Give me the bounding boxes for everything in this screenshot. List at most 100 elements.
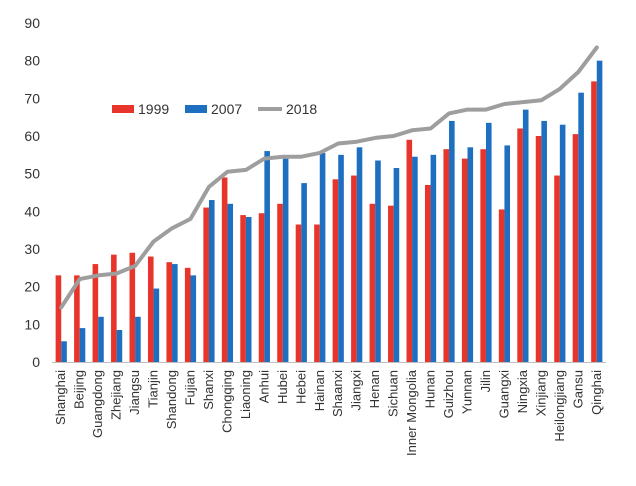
x-tick-label: Shaanxi (330, 370, 345, 417)
x-tick-label: Ningxia (515, 369, 530, 413)
bar-1999 (314, 224, 320, 362)
x-tick-label: Hebei (293, 370, 308, 404)
bar-2007 (356, 147, 363, 362)
x-tick-label: Tianjin (146, 370, 161, 408)
bar-2007 (190, 275, 197, 362)
bar-1999 (147, 256, 154, 362)
x-tick-label: Gansu (570, 370, 585, 408)
x-tick-label: Heilongjiang (552, 370, 567, 442)
y-tick-label: 20 (24, 279, 40, 295)
x-tick-label: Liaoning (238, 370, 253, 419)
bar-2007 (578, 92, 584, 362)
bar-1999 (443, 149, 450, 362)
y-tick-label: 90 (24, 15, 40, 31)
bar-2007 (485, 122, 492, 362)
bar-2007 (596, 60, 603, 363)
bar-2007 (449, 120, 455, 362)
y-tick-label: 10 (24, 316, 40, 332)
bar-1999 (406, 139, 413, 362)
bar-1999 (480, 149, 486, 362)
x-tick-label: Chongqing (219, 370, 234, 433)
bar-1999 (184, 267, 191, 362)
x-tick-label: Qinghai (589, 370, 604, 415)
x-tick-label: Jiangsu (127, 370, 142, 415)
bar-1999 (92, 264, 99, 362)
x-tick-label: Guangxi (496, 370, 511, 419)
bar-1999 (498, 209, 505, 362)
bar-2007 (375, 160, 381, 362)
x-tick-label: Hubei (275, 370, 290, 404)
bar-1999 (258, 213, 265, 362)
bar-1999 (203, 207, 209, 362)
bar-1999 (554, 175, 560, 362)
legend-label-1999: 1999 (138, 101, 169, 117)
bar-2007 (227, 203, 234, 362)
bar-2007 (172, 264, 178, 362)
legend-swatch-1999 (112, 105, 134, 113)
bar-2007 (301, 183, 307, 362)
bar-1999 (55, 275, 62, 362)
bar-2007 (559, 124, 566, 362)
bar-1999 (461, 158, 468, 362)
x-tick-label: Shanghai (53, 370, 68, 425)
x-tick-label: Inner Mongolia (404, 369, 419, 456)
bar-2007 (245, 216, 252, 362)
bar-1999 (351, 175, 357, 362)
x-tick-label: Fujian (183, 370, 198, 405)
x-tick-label: Hainan (312, 370, 327, 411)
x-tick-label: Beijing (72, 370, 87, 409)
x-tick-label: Sichuan (386, 370, 401, 417)
bar-2007 (153, 288, 160, 362)
bar-1999 (591, 81, 597, 362)
bar-2007 (412, 156, 418, 362)
bar-1999 (517, 128, 523, 362)
bar-1999 (240, 215, 246, 362)
bar-2007 (282, 158, 289, 362)
bar-2007 (338, 154, 344, 362)
y-axis: 0 10 20 30 40 50 60 70 80 90 (24, 15, 40, 370)
legend-label-2018: 2018 (286, 101, 317, 117)
bar-1999 (277, 203, 283, 362)
x-tick-label: Zhejiang (109, 370, 124, 420)
series-2007-bars (61, 60, 603, 363)
x-tick-label: Guizhou (441, 370, 456, 418)
line-2018-path (59, 45, 599, 310)
bar-1999 (295, 224, 302, 362)
bar-2007 (541, 120, 547, 362)
bar-2007 (135, 316, 141, 362)
bar-1999 (535, 136, 542, 362)
bar-1999 (74, 275, 80, 362)
bar-1999 (221, 177, 228, 362)
y-tick-label: 40 (24, 203, 40, 219)
bar-2007 (319, 152, 326, 362)
x-tick-label: Yunnan (460, 370, 475, 414)
x-axis-labels: Shanghai Beijing Guangdong Zhejiang Jiangsu T… (53, 369, 604, 456)
bar-1999 (369, 203, 376, 362)
legend-label-2007: 2007 (211, 101, 242, 117)
x-tick-label: Guangdong (90, 370, 105, 438)
x-tick-label: Xinjiang (533, 370, 548, 416)
x-tick-label: Jilin (478, 370, 493, 392)
y-tick-label: 80 (24, 53, 40, 69)
x-tick-label: Anhui (256, 370, 271, 403)
y-tick-label: 30 (24, 241, 40, 257)
y-tick-label: 60 (24, 128, 40, 144)
bar-1999 (129, 252, 136, 362)
bar-2007 (264, 151, 270, 362)
legend-swatch-2007 (185, 105, 207, 113)
x-tick-label: Shanxi (201, 370, 216, 410)
bar-2007 (98, 316, 104, 362)
bar-1999 (424, 184, 431, 362)
series-2018-line (59, 45, 599, 310)
bar-1999 (572, 134, 579, 362)
bar-1999 (332, 179, 339, 362)
bar-1999 (388, 205, 394, 362)
x-tick-label: Jiangxi (349, 370, 364, 411)
y-tick-label: 70 (24, 90, 40, 106)
bar-2007 (116, 329, 123, 362)
bar-2007 (208, 200, 215, 362)
x-tick-label: Hunan (423, 370, 438, 408)
bar-1999 (166, 262, 173, 362)
bar-2007 (522, 109, 529, 362)
